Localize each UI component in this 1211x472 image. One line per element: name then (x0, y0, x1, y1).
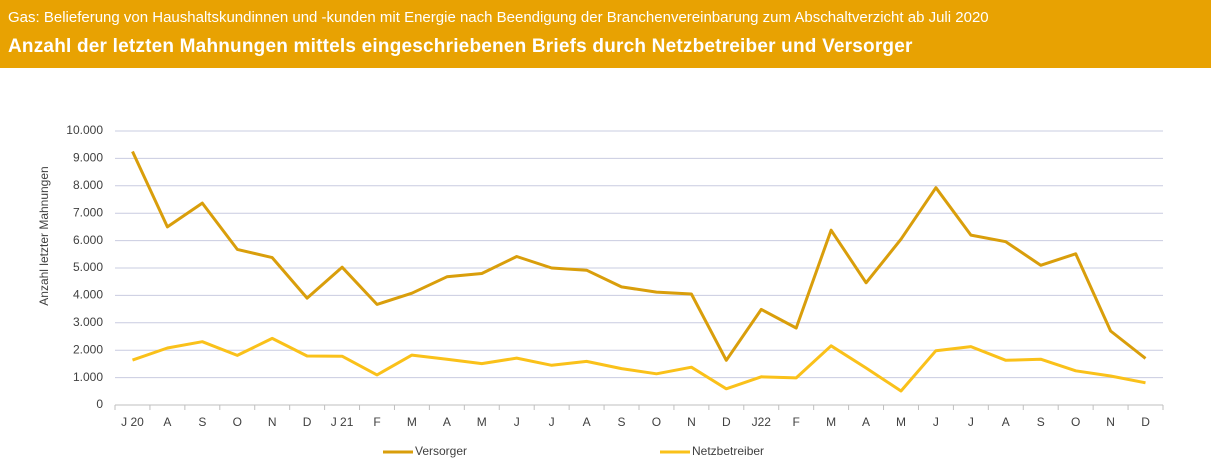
y-tick-label: 7.000 (73, 205, 103, 219)
x-tick-label: O (1071, 415, 1080, 429)
y-tick-label: 1.000 (73, 370, 103, 384)
y-tick-label: 9.000 (73, 151, 103, 165)
y-tick-label: 2.000 (73, 342, 103, 356)
y-tick-label: 6.000 (73, 233, 103, 247)
x-tick-label: J (968, 415, 974, 429)
y-tick-label: 4.000 (73, 288, 103, 302)
x-tick-label: A (443, 415, 451, 429)
x-tick-label: N (687, 415, 696, 429)
x-tick-label: A (163, 415, 171, 429)
x-tick-label: A (583, 415, 591, 429)
x-tick-label: O (652, 415, 661, 429)
legend-label: Netzbetreiber (692, 444, 764, 458)
x-tick-label: J (933, 415, 939, 429)
x-tick-label: S (618, 415, 626, 429)
x-tick-label: M (477, 415, 487, 429)
y-axis-label: Anzahl letzter Mahnungen (37, 166, 51, 305)
y-tick-label: 8.000 (73, 178, 103, 192)
series-line (132, 336, 1146, 393)
x-tick-label: J22 (752, 415, 772, 429)
x-tick-label: N (1106, 415, 1115, 429)
x-tick-label: F (793, 415, 800, 429)
y-tick-label: 3.000 (73, 315, 103, 329)
x-tick-label: J 21 (331, 415, 354, 429)
y-tick-label: 0 (96, 397, 103, 411)
series-line (131, 150, 1147, 362)
x-tick-label: D (722, 415, 731, 429)
y-tick-label: 5.000 (73, 260, 103, 274)
x-tick-label: N (268, 415, 277, 429)
x-tick-label: J (549, 415, 555, 429)
chart: Anzahl letzter Mahnungen 0 1.000 2.000 3.00… (37, 123, 1164, 458)
x-tick-label: D (303, 415, 312, 429)
header: Gas: Belieferung von Haushaltskundinnen … (0, 0, 1211, 68)
x-tick-label: J 20 (121, 415, 144, 429)
x-tick-label: F (373, 415, 380, 429)
x-tick-label: J (514, 415, 520, 429)
x-tick-label: S (198, 415, 206, 429)
chart-title: Anzahl der letzten Mahnungen mittels ein… (8, 36, 913, 57)
x-tick-label: M (826, 415, 836, 429)
x-tick-label: A (862, 415, 870, 429)
x-tick-label: S (1037, 415, 1045, 429)
x-tick-label: O (233, 415, 242, 429)
x-tick-label: D (1141, 415, 1150, 429)
x-tick-label: M (407, 415, 417, 429)
legend-label: Versorger (415, 444, 467, 458)
x-tick-label: A (1002, 415, 1010, 429)
y-tick-label: 10.000 (66, 123, 103, 137)
chart-subtitle: Gas: Belieferung von Haushaltskundinnen … (8, 9, 989, 26)
x-tick-label: M (896, 415, 906, 429)
